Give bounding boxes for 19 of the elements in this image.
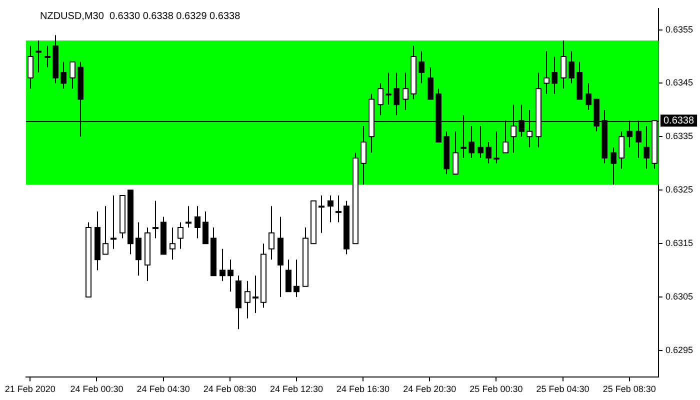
x-tick-label: 24 Feb 12:30	[270, 384, 323, 394]
y-tick-label: 0.6335	[665, 131, 694, 142]
y-tick-label: 0.6325	[665, 184, 694, 195]
y-tick-label: 0.6315	[665, 238, 694, 248]
y-tick-label: 0.6295	[665, 344, 694, 355]
x-tick-label: 25 Feb 08:30	[602, 384, 656, 394]
x-tick-label: 24 Feb 00:30	[70, 384, 124, 394]
x-tick-label: 21 Feb 2020	[4, 384, 56, 394]
ref-line-label: 0.6338	[663, 115, 694, 126]
x-tick-label: 24 Feb 08:30	[203, 384, 256, 394]
y-tick-label: 0.6345	[665, 78, 694, 88]
x-tick-label: 24 Feb 04:30	[136, 384, 190, 394]
x-tick-label: 24 Feb 20:30	[403, 384, 456, 394]
x-tick-label: 24 Feb 16:30	[336, 384, 390, 394]
x-tick-label: 25 Feb 04:30	[536, 384, 590, 394]
y-tick-label: 0.6305	[665, 292, 694, 302]
x-tick-label: 25 Feb 00:30	[470, 384, 523, 394]
y-tick-label: 0.6355	[665, 24, 694, 34]
chart-title: NZDUSD,M30 0.6330 0.6338 0.6329 0.6338	[40, 11, 241, 22]
